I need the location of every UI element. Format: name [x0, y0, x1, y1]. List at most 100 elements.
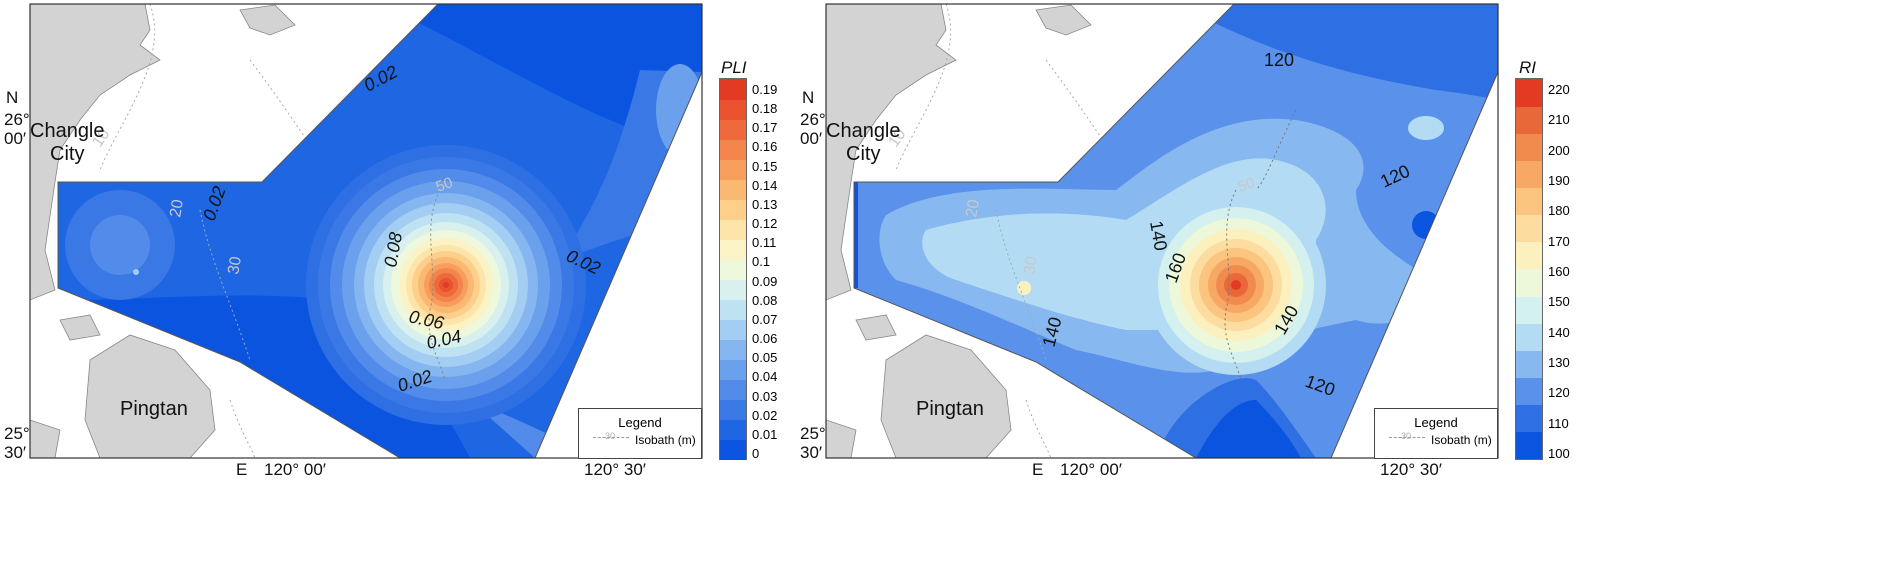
- latitude-label-bottom: 25° 30′: [800, 424, 826, 462]
- colorbar-tick-label: 0.08: [752, 292, 778, 308]
- longitude-label-1: 120° 00′: [1060, 460, 1122, 479]
- isobath-legend-line: [1389, 437, 1425, 439]
- colorbar-segment: [720, 239, 746, 260]
- pli-map-panel: 0.02 0.02 0.02 0.02 0.08 0.06 0.04 10 20…: [0, 0, 940, 575]
- colorbar-segment: [720, 259, 746, 280]
- ri-map-svg: 120 120 120 140 160 140 140 10 20 30 50: [825, 3, 1499, 459]
- ri-colorbar-ticks: 220 210 200 190 180 170 160 150 140 130 120 110 100: [1548, 78, 1608, 461]
- colorbar-segment: [1516, 106, 1542, 134]
- isobath-label: 50: [434, 174, 455, 196]
- colorbar-tick-label: 0.1: [752, 254, 771, 270]
- place-label-pingtan: Pingtan: [916, 398, 984, 420]
- isobath-label: 20: [167, 198, 187, 219]
- colorbar-segment: [1516, 79, 1542, 107]
- colorbar-tick-label: 0.11: [752, 235, 777, 251]
- colorbar-segment: [1516, 431, 1542, 460]
- longitude-label-1: 120° 00′: [264, 460, 326, 479]
- isobath-legend-value: 30: [605, 431, 616, 441]
- isobath-legend-line: [593, 437, 629, 439]
- place-label-changle: Changle City: [30, 120, 105, 165]
- colorbar-tick-label: 140: [1548, 324, 1570, 340]
- pli-map-frame: [29, 3, 703, 459]
- isobath-legend-value: 30: [1401, 431, 1412, 441]
- colorbar-tick-label: 0.14: [752, 177, 778, 193]
- colorbar-segment: [720, 199, 746, 220]
- colorbar-tick-label: 120: [1548, 385, 1570, 401]
- colorbar-segment: [720, 319, 746, 340]
- colorbar-segment: [720, 339, 746, 360]
- colorbar-tick-label: 190: [1548, 173, 1570, 188]
- ri-colorbar-title: RI: [1519, 58, 1536, 77]
- colorbar-segment: [720, 379, 746, 400]
- colorbar-tick-label: 0.01: [752, 426, 778, 442]
- colorbar-segment: [720, 399, 746, 420]
- colorbar-tick-label: 0.13: [752, 196, 778, 212]
- colorbar-tick-label: 0.07: [752, 311, 778, 327]
- ri-map-frame: [825, 3, 1499, 459]
- colorbar-tick-label: 180: [1548, 203, 1570, 219]
- colorbar-tick-label: 210: [1548, 112, 1570, 128]
- ri-map-panel: 120 120 120 140 160 140 140 10 20 30 50 …: [796, 0, 1881, 575]
- colorbar-tick-label: 170: [1548, 233, 1570, 249]
- pli-colorbar-ticks: 0.19 0.18 0.17 0.16 0.15 0.14 0.13 0.12 0.11 0.1 0…: [752, 78, 812, 461]
- colorbar-tick-label: 0.05: [752, 350, 778, 366]
- colorbar-segment: [720, 139, 746, 160]
- colorbar-tick-label: 0.03: [752, 388, 778, 404]
- colorbar-segment: [720, 279, 746, 300]
- colorbar-segment: [1516, 296, 1542, 324]
- colorbar-tick-label: 100: [1548, 446, 1570, 461]
- east-label: E: [236, 460, 248, 479]
- pli-colorbar-title: PLI: [721, 58, 747, 77]
- colorbar-tick-label: 200: [1548, 142, 1570, 158]
- colorbar-segment: [720, 119, 746, 140]
- isobath-label: 50: [1236, 174, 1257, 196]
- colorbar-tick-label: 0.18: [752, 101, 778, 117]
- colorbar-segment: [1516, 377, 1542, 406]
- north-label: N: [802, 88, 815, 107]
- colorbar-tick-label: 0.02: [752, 407, 778, 423]
- colorbar-tick-label: 0.17: [752, 120, 778, 136]
- longitude-label-2: 120° 30′: [1380, 460, 1442, 479]
- pli-legend: Legend 30 Isobath (m): [578, 408, 702, 459]
- colorbar-tick-label: 0.15: [752, 158, 778, 174]
- latitude-label-top: 26° 00′: [800, 110, 826, 148]
- colorbar-segment: [1516, 323, 1542, 351]
- ri-legend: Legend 30 Isobath (m): [1374, 408, 1498, 459]
- colorbar-tick-label: 220: [1548, 82, 1570, 97]
- place-label-changle: Changle City: [826, 120, 901, 165]
- colorbar-segment: [720, 79, 746, 100]
- pli-colorbar: [719, 78, 747, 460]
- isobath-label: 30: [1021, 255, 1041, 276]
- colorbar-tick-label: 0.09: [752, 273, 778, 289]
- colorbar-tick-label: 0: [752, 446, 760, 461]
- legend-title: Legend: [618, 415, 662, 430]
- colorbar-segment: [720, 159, 746, 180]
- colorbar-tick-label: 130: [1548, 355, 1570, 370]
- colorbar-segment: [1516, 160, 1542, 189]
- isobath-label: 20: [963, 198, 983, 219]
- colorbar-segment: [720, 299, 746, 320]
- ri-colorbar: [1515, 78, 1543, 460]
- colorbar-segment: [720, 99, 746, 120]
- colorbar-tick-label: 150: [1548, 294, 1570, 310]
- latitude-label-top: 26° 00′: [4, 110, 30, 148]
- colorbar-segment: [1516, 133, 1542, 161]
- colorbar-tick-label: 0.16: [752, 139, 778, 155]
- colorbar-segment: [720, 359, 746, 380]
- colorbar-segment: [720, 179, 746, 200]
- colorbar-segment: [720, 439, 746, 460]
- east-label: E: [1032, 460, 1044, 479]
- colorbar-segment: [1516, 269, 1542, 297]
- ri-contour-label: 120: [1264, 50, 1294, 70]
- longitude-label-2: 120° 30′: [584, 460, 646, 479]
- latitude-label-bottom: 25° 30′: [4, 424, 30, 462]
- colorbar-segment: [720, 219, 746, 240]
- colorbar-segment: [1516, 350, 1542, 379]
- isobath-legend-text: Isobath (m): [1431, 433, 1492, 447]
- place-label-pingtan: Pingtan: [120, 398, 188, 420]
- colorbar-tick-label: 160: [1548, 264, 1570, 279]
- colorbar-tick-label: 0.06: [752, 331, 778, 347]
- colorbar-tick-label: 0.12: [752, 216, 778, 232]
- colorbar-segment: [1516, 241, 1542, 270]
- colorbar-tick-label: 0.04: [752, 369, 778, 385]
